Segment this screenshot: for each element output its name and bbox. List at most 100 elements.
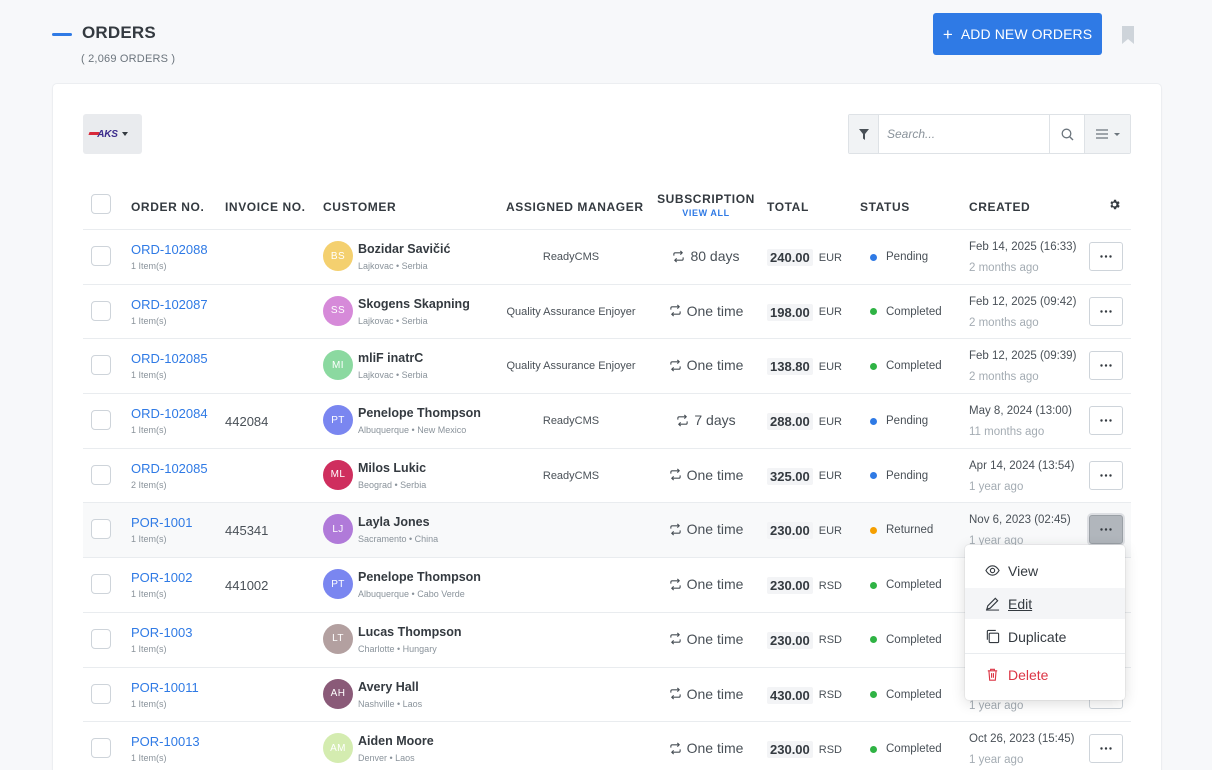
status-label: Completed <box>886 305 942 318</box>
invoice-number: 441002 <box>225 578 269 594</box>
subscription-view-all-link[interactable]: VIEW ALL <box>682 208 730 218</box>
assigned-manager: ReadyCMS <box>542 415 600 428</box>
brand-selector[interactable]: AKS <box>83 114 142 154</box>
row-actions-button[interactable] <box>1089 406 1123 436</box>
col-assigned-manager[interactable]: ASSIGNED MANAGER <box>506 200 644 214</box>
table-row[interactable]: POR-10013 1 Item(s) AM Aiden Moore Denver • … <box>83 722 1131 770</box>
gear-icon[interactable] <box>1108 198 1121 211</box>
total-currency: EUR <box>818 306 842 319</box>
order-number-link[interactable]: ORD-102084 <box>131 406 208 422</box>
order-number-link[interactable]: ORD-102085 <box>131 460 208 476</box>
order-number-link[interactable]: POR-1003 <box>131 624 193 640</box>
row-checkbox[interactable] <box>91 738 111 759</box>
columns-menu-button[interactable] <box>1085 115 1130 153</box>
subscription: One time <box>656 303 756 319</box>
row-checkbox[interactable] <box>91 574 111 595</box>
order-number-link[interactable]: ORD-102087 <box>131 296 208 312</box>
menu-item-duplicate[interactable]: Duplicate <box>965 621 1125 652</box>
repeat-icon <box>677 414 689 427</box>
created-relative: 2 months ago <box>969 371 1039 384</box>
total-amount: 230.00 <box>767 522 813 540</box>
order-total: 288.00 EUR <box>767 413 842 431</box>
row-checkbox[interactable] <box>91 300 111 321</box>
add-new-orders-button[interactable]: + ADD NEW ORDERS <box>933 13 1102 55</box>
table-row[interactable]: ORD-102084 1 Item(s) 442084 PT Penelope Thom… <box>83 394 1131 449</box>
row-checkbox[interactable] <box>91 464 111 485</box>
filter-button[interactable] <box>849 115 879 153</box>
customer-name: Skogens Skapning <box>358 296 470 311</box>
order-number-link[interactable]: POR-1002 <box>131 570 193 586</box>
row-actions-button[interactable] <box>1089 460 1123 490</box>
subscription: 7 days <box>656 412 756 428</box>
table-row[interactable]: ORD-102085 1 Item(s) MI mliF inatrC Lajkovac… <box>83 339 1131 395</box>
status-badge: Completed <box>870 306 942 318</box>
menu-item-delete[interactable]: Delete <box>965 659 1125 690</box>
menu-item-edit[interactable]: Edit <box>965 588 1125 619</box>
row-actions-button[interactable] <box>1089 351 1123 381</box>
search-input[interactable] <box>879 115 1049 153</box>
status-dot <box>870 581 877 589</box>
customer-location: Nashville • Laos <box>358 698 423 709</box>
col-order-no[interactable]: ORDER NO. <box>131 200 205 214</box>
row-actions-button[interactable] <box>1089 296 1123 326</box>
status-label: Pending <box>886 469 929 482</box>
order-total: 240.00 EUR <box>767 249 842 266</box>
table-row[interactable]: ORD-102088 1 Item(s) BS Bozidar Savičić Lajk… <box>83 230 1131 285</box>
repeat-icon <box>669 742 681 755</box>
row-checkbox[interactable] <box>91 519 111 540</box>
row-checkbox[interactable] <box>91 246 111 266</box>
plus-icon: + <box>942 24 953 44</box>
row-actions-menu: View Edit Duplicate Delete <box>965 545 1125 700</box>
search-button[interactable] <box>1049 115 1085 153</box>
order-number-link[interactable]: ORD-102085 <box>131 351 208 367</box>
row-checkbox[interactable] <box>91 683 111 704</box>
customer-name: Penelope Thompson <box>358 570 481 585</box>
created-relative: 2 months ago <box>969 262 1039 274</box>
row-actions-button[interactable] <box>1089 515 1123 545</box>
ellipsis-icon <box>1100 419 1112 422</box>
menu-item-view[interactable]: View <box>965 555 1125 586</box>
total-amount: 325.00 <box>767 467 813 485</box>
status-label: Returned <box>886 524 934 537</box>
subscription: One time <box>656 740 756 756</box>
row-checkbox[interactable] <box>91 628 111 649</box>
order-number-link[interactable]: POR-10011 <box>131 679 199 695</box>
col-created[interactable]: CREATED <box>969 200 1031 214</box>
bookmark-icon[interactable] <box>1121 26 1135 44</box>
order-number-link[interactable]: ORD-102088 <box>131 242 208 257</box>
total-currency: EUR <box>818 524 842 537</box>
total-amount: 230.00 <box>767 741 813 759</box>
page-title: ORDERS <box>82 23 156 42</box>
row-actions-button[interactable] <box>1089 734 1123 764</box>
trash-icon <box>987 668 998 681</box>
select-all-checkbox[interactable] <box>91 194 111 214</box>
col-status[interactable]: STATUS <box>860 200 910 214</box>
row-checkbox[interactable] <box>91 410 111 431</box>
ellipsis-icon <box>1100 528 1112 532</box>
col-customer[interactable]: CUSTOMER <box>323 200 397 214</box>
col-invoice-no[interactable]: INVOICE NO. <box>225 200 306 214</box>
copy-icon <box>986 629 1000 644</box>
table-row[interactable]: ORD-102085 2 Item(s) ML Milos Lukic Beograd … <box>83 449 1131 504</box>
status-dot <box>870 691 877 698</box>
customer-name: Aiden Moore <box>358 734 434 749</box>
status-label: Completed <box>886 688 942 701</box>
order-number-link[interactable]: POR-10013 <box>131 734 200 750</box>
table-row[interactable]: ORD-102087 1 Item(s) SS Skogens Skapning Laj… <box>83 285 1131 340</box>
created-relative: 11 months ago <box>969 426 1045 439</box>
brand-logo: AKS <box>97 128 118 140</box>
row-checkbox[interactable] <box>91 355 111 376</box>
subscription: One time <box>656 467 756 483</box>
menu-label-duplicate: Duplicate <box>1008 628 1067 645</box>
created-relative: 1 year ago <box>969 535 1024 548</box>
order-number-link[interactable]: POR-1001 <box>131 515 193 531</box>
chevron-down-icon <box>1113 132 1120 136</box>
row-actions-button[interactable] <box>1089 242 1123 271</box>
avatar: LT <box>323 623 353 654</box>
item-count: 1 Item(s) <box>131 315 167 326</box>
subscription: One time <box>656 357 756 373</box>
col-total[interactable]: TOTAL <box>767 200 809 214</box>
assigned-manager: ReadyCMS <box>542 251 600 263</box>
table-row[interactable]: POR-1001 1 Item(s) 445341 LJ Layla Jones Sacr… <box>83 503 1131 559</box>
repeat-icon <box>669 359 681 372</box>
